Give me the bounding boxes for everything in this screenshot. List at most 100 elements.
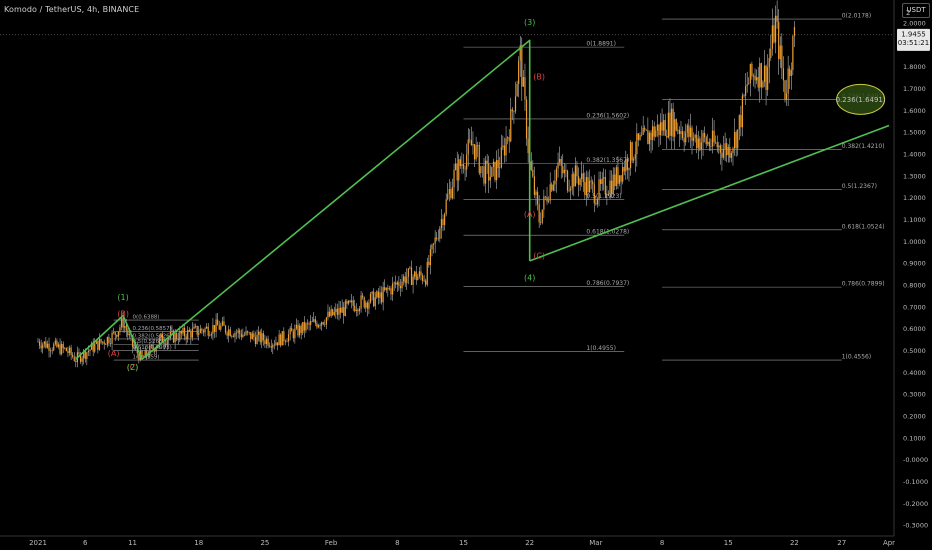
candle-body (450, 189, 452, 199)
time-axis[interactable]: 2021 6 11 18 25 Feb 8 15 22 Mar 8 15 22 27 Apr (29, 539, 895, 547)
candle-body (543, 196, 545, 210)
candle-body (187, 329, 189, 339)
candle-body (90, 343, 93, 350)
candle-body (357, 309, 359, 312)
candle-body (551, 184, 553, 191)
wave-label: (C) (533, 252, 545, 261)
candle-body (84, 350, 86, 359)
candle-body (648, 132, 651, 145)
candle-body (269, 345, 271, 347)
candle-body (593, 184, 595, 204)
candle-body (155, 347, 157, 352)
candle-body (346, 301, 348, 304)
candle-body (614, 174, 616, 187)
candle-body (774, 15, 777, 43)
candle-body (600, 179, 602, 184)
candle-body (473, 144, 476, 160)
fib-level-label: 0.618(1.0524) (842, 223, 885, 230)
candle-body (688, 125, 690, 137)
candle-body (317, 325, 320, 328)
wave-label: (1) (117, 293, 128, 302)
candle-body (762, 81, 764, 88)
candle-body (592, 181, 594, 185)
y-tick-label: 1.3000 (903, 172, 926, 180)
price-axis[interactable]: 22.00001.90001.80001.70001.60001.50001.4… (903, 9, 928, 530)
candle-body (67, 351, 69, 353)
candle-body (644, 127, 646, 131)
candle-body (782, 68, 785, 81)
candle-body (447, 194, 449, 200)
candle-body (194, 325, 197, 327)
candle-body (220, 325, 222, 330)
fib-level-label: 0.5(1.2367) (842, 183, 877, 190)
candle-body (391, 283, 394, 295)
candle-body (65, 347, 67, 352)
candle-body (349, 300, 351, 302)
candle-body (735, 132, 737, 149)
candle-body (108, 337, 110, 344)
candle-body (217, 319, 219, 326)
candle-body (666, 135, 668, 138)
candle-body (661, 122, 663, 131)
candle-body (223, 321, 225, 326)
candle-body (453, 169, 455, 188)
candle-body (59, 344, 61, 354)
candle-body (196, 325, 198, 335)
candle-body (179, 331, 181, 341)
candle-body (57, 344, 60, 347)
candle-body (125, 326, 127, 331)
candle-body (313, 319, 315, 322)
candle-body (439, 228, 441, 239)
candle-body (177, 338, 179, 341)
y-tick-label: 1.5000 (903, 129, 926, 137)
candle-body (590, 180, 592, 182)
candle-body (212, 325, 214, 334)
candle-body (699, 138, 701, 150)
candle-body (507, 137, 509, 139)
candle-body (615, 167, 617, 187)
candle-body (793, 27, 796, 36)
candle-body (335, 308, 337, 312)
candle-body (508, 137, 510, 142)
candle-body (650, 132, 652, 141)
candle-body (206, 326, 208, 329)
candle-body (716, 142, 718, 148)
candle-body (773, 25, 775, 43)
last-price-label: 1.9455 (901, 30, 926, 38)
currency-unit-button[interactable]: USDT (902, 3, 930, 18)
candle-body (366, 302, 368, 309)
candle-body (436, 237, 438, 239)
y-tick-label: -0.3000 (903, 522, 928, 530)
candle-body (330, 309, 332, 317)
candle-body (443, 214, 446, 226)
candle-body (491, 166, 493, 177)
fib-level-label: 1(0.4556) (842, 354, 872, 361)
candle-body (752, 75, 755, 77)
candle-body (623, 166, 625, 172)
x-tick-label: Mar (589, 539, 602, 547)
y-tick-label: 2.0000 (903, 19, 926, 27)
candle-body (339, 307, 342, 313)
candle-body (87, 350, 90, 353)
y-tick-label: 1.2000 (903, 194, 926, 202)
candle-body (656, 124, 658, 131)
candle-body (421, 275, 424, 281)
candle-body (254, 336, 257, 344)
candle-body (611, 180, 613, 195)
wave-label: (B) (117, 310, 129, 319)
candle-body (629, 142, 632, 169)
candle-body (642, 127, 644, 135)
candle-body (297, 324, 299, 336)
candle-body (604, 177, 606, 195)
elliott-wave-line (75, 39, 531, 360)
candle-body (333, 311, 335, 316)
candle-body (681, 131, 684, 138)
candle-body (407, 268, 409, 277)
candle-body (535, 191, 537, 195)
candle-body (131, 335, 134, 347)
candle-body (294, 328, 296, 339)
candle-body (248, 332, 250, 333)
candle-body (658, 124, 660, 136)
candle-body (514, 96, 517, 112)
